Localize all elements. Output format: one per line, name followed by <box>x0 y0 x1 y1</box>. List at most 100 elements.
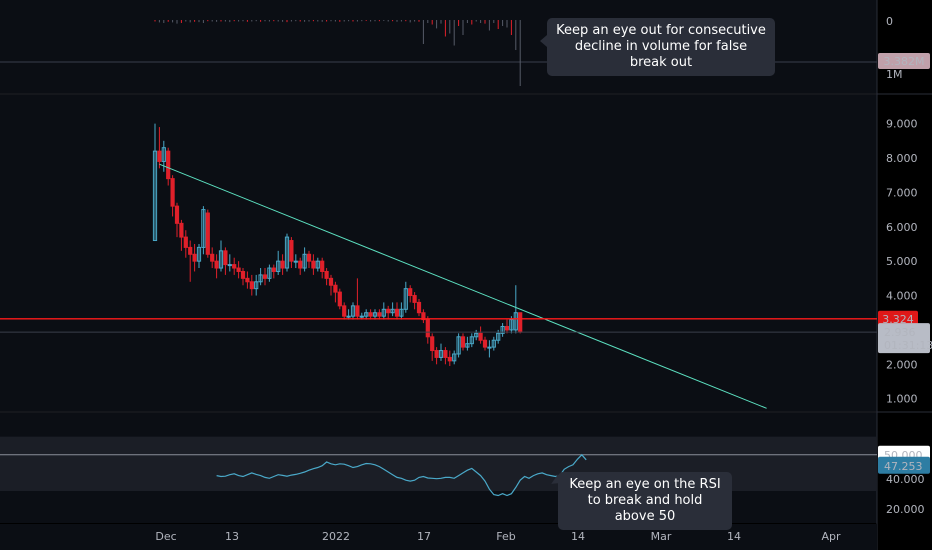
price-tick-label: 6.000 <box>886 221 918 234</box>
time-tick-label: Feb <box>496 530 515 543</box>
price-candle-body <box>236 267 241 272</box>
price-candle-body <box>342 305 347 317</box>
price-candle-body <box>179 222 184 238</box>
price-trendline <box>159 163 767 409</box>
price-candle-body <box>372 312 378 317</box>
price-tick-label: 5.000 <box>886 255 918 268</box>
price-candle-body <box>350 305 356 317</box>
time-tick-label: 17 <box>417 530 431 543</box>
price-candle-body <box>456 336 461 355</box>
price-candle-body <box>513 312 518 331</box>
price-candle-body <box>496 332 501 341</box>
price-candle-body <box>240 270 246 279</box>
price-candle-body <box>408 288 413 297</box>
price-candle-body <box>430 336 435 352</box>
price-candle-body <box>328 277 334 286</box>
price-candle-body <box>390 308 395 314</box>
price-candle-body <box>500 325 505 334</box>
price-tick-label: 9.000 <box>886 118 918 131</box>
price-candle-body <box>416 301 422 314</box>
rsi-last-value-label: 47.253 <box>884 460 923 473</box>
price-candle-body <box>192 253 197 262</box>
price-candle-body <box>157 150 162 162</box>
price-candle-body <box>381 308 386 317</box>
price-candle-body <box>333 284 338 293</box>
price-candle-body <box>188 246 193 255</box>
price-candle-body <box>421 312 426 321</box>
price-candle-body <box>214 260 219 269</box>
price-candle-body <box>249 281 254 290</box>
price-candle-body <box>170 178 175 207</box>
price-candle-body <box>183 236 188 248</box>
time-tick-label: Apr <box>821 530 841 543</box>
price-candle-body <box>346 315 351 318</box>
price-last-badge <box>878 323 930 354</box>
time-axis-bg <box>0 524 877 550</box>
volume-tick-label: 0 <box>886 15 893 28</box>
price-candle-body <box>302 253 307 269</box>
price-candle-body <box>452 353 457 362</box>
price-candle-body <box>337 291 342 307</box>
price-candle-body <box>412 295 417 303</box>
price-candle-body <box>223 250 228 266</box>
price-candle-body <box>403 288 408 310</box>
price-tick-label: 7.000 <box>886 186 918 199</box>
price-candle-body <box>320 260 325 272</box>
price-candle-body <box>434 350 439 358</box>
price-candle-body <box>276 260 281 272</box>
price-candle-body <box>267 267 272 279</box>
price-candle-body <box>196 246 202 262</box>
volume-note-arrow <box>540 35 547 47</box>
price-candle-body <box>227 264 232 267</box>
price-candle-body <box>289 240 294 262</box>
price-candle-body <box>443 350 448 358</box>
price-candle-body <box>201 209 206 248</box>
price-tick-label: 2.000 <box>886 358 918 371</box>
price-candle-body <box>460 336 466 348</box>
rsi-tick-label: 20.000 <box>886 503 925 516</box>
volume-last-value-label: 3.382M <box>884 55 925 68</box>
price-candle-body <box>218 250 224 269</box>
price-tick-label: 1.000 <box>886 393 918 406</box>
price-candle-body <box>478 332 483 341</box>
price-candle-body <box>293 260 298 263</box>
price-candle-body <box>232 264 237 269</box>
price-candle-body <box>491 339 496 348</box>
time-tick-label: 13 <box>225 530 239 543</box>
time-tick-label: Dec <box>155 530 176 543</box>
price-panel-bg <box>0 95 877 411</box>
price-candle-body <box>394 308 400 317</box>
price-candle-body <box>315 260 320 269</box>
price-candle-body <box>482 339 488 348</box>
price-tick-label: 8.000 <box>886 152 918 165</box>
price-candle-body <box>271 267 276 272</box>
volume-note-callout: Keep an eye out for consecutive decline … <box>547 18 775 76</box>
time-tick-label: 14 <box>571 530 585 543</box>
volume-last-badge <box>878 53 930 69</box>
price-candle-body <box>438 350 444 358</box>
price-candle-body <box>152 150 158 242</box>
time-tick-label: 2022 <box>322 530 350 543</box>
price-candle-body <box>355 305 360 317</box>
price-candle-body <box>306 253 312 262</box>
rsi-last-badge <box>878 456 930 474</box>
price-tick-label: 4.000 <box>886 290 918 303</box>
price-candle-body <box>469 336 474 345</box>
rsi-tick-label: 40.000 <box>886 473 925 486</box>
price-candle-body <box>425 319 430 338</box>
rsi-note-callout: Keep an eye on the RSI to break and hold… <box>558 472 732 530</box>
price-level-label: 3.324 <box>882 313 914 326</box>
price-candle-body <box>324 270 329 279</box>
price-candle-body <box>210 253 215 262</box>
price-candle-body <box>474 332 479 338</box>
price-candle-body <box>386 308 391 314</box>
price-last-value-label: 2.936 <box>884 326 916 339</box>
price-candle-body <box>377 312 382 317</box>
price-level-badge <box>878 310 918 327</box>
price-candle-body <box>258 274 263 283</box>
price-candle-body <box>166 150 171 180</box>
price-candle-body <box>504 325 510 331</box>
price-candle-body <box>364 312 369 317</box>
